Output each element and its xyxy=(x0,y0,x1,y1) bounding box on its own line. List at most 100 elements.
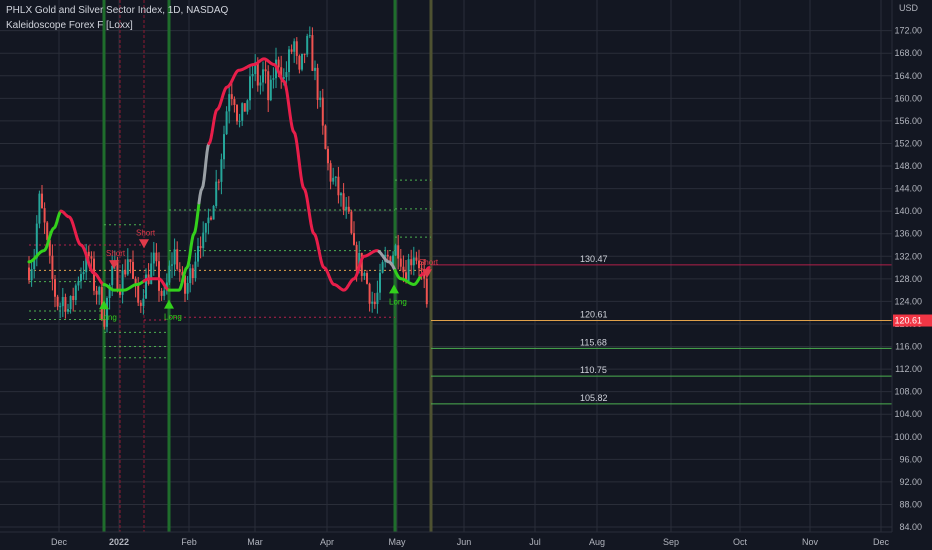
signal-segment xyxy=(265,58,381,292)
price-tick-label: 88.00 xyxy=(899,499,922,509)
candle xyxy=(308,35,311,37)
candle xyxy=(316,67,319,100)
price-tick-label: 96.00 xyxy=(899,454,922,464)
long-label: Long xyxy=(164,313,182,322)
price-tick-label: 112.00 xyxy=(895,364,922,374)
candle xyxy=(28,267,30,281)
candle xyxy=(285,72,288,78)
candle xyxy=(298,55,301,70)
candle xyxy=(228,94,231,112)
short-arrow-icon xyxy=(422,269,432,279)
last-price-badge xyxy=(893,314,932,327)
candle xyxy=(223,134,225,160)
long-label: Long xyxy=(99,313,117,322)
candle xyxy=(85,251,88,273)
signal-vline xyxy=(429,0,433,532)
candle xyxy=(132,261,134,279)
price-tick-label: 128.00 xyxy=(894,274,922,284)
candle xyxy=(46,222,49,240)
price-tick-label: 172.00 xyxy=(894,26,922,36)
candle xyxy=(155,252,158,262)
short-label: Short xyxy=(419,258,439,267)
time-tick-label: Mar xyxy=(247,537,263,547)
price-axis: 84.00 88.00 92.00 96.00 100.00 104.00 108.00 11… xyxy=(893,26,932,532)
candle xyxy=(340,193,342,196)
candle xyxy=(290,49,293,52)
candle xyxy=(186,283,189,294)
candle xyxy=(207,217,210,224)
short-arrow-icon xyxy=(109,260,119,270)
candle xyxy=(376,292,379,305)
candle xyxy=(220,159,223,182)
level-label: 120.61 xyxy=(580,310,608,320)
candle xyxy=(425,278,428,305)
candle xyxy=(371,301,374,304)
candle xyxy=(262,69,264,83)
price-tick-label: 168.00 xyxy=(894,48,922,58)
candle xyxy=(389,256,392,265)
candle xyxy=(225,111,228,135)
candle xyxy=(90,256,93,259)
signal-markers: Long Short Short Long Long Short xyxy=(99,228,439,322)
price-tick-label: 160.00 xyxy=(894,93,922,103)
candle xyxy=(194,261,197,279)
candle xyxy=(43,208,46,223)
signal-segment xyxy=(27,209,63,264)
candle xyxy=(215,181,218,206)
candle xyxy=(72,295,75,301)
level-label: 105.82 xyxy=(580,393,608,403)
candle xyxy=(160,290,163,296)
candle xyxy=(269,79,272,101)
signal-segment xyxy=(207,57,269,145)
candle xyxy=(282,77,285,79)
candle xyxy=(111,265,114,286)
candle xyxy=(280,67,283,79)
signal-segment xyxy=(377,250,397,272)
candle xyxy=(108,285,111,299)
candle xyxy=(379,272,381,293)
time-tick-label: Oct xyxy=(733,537,748,547)
dotted-levels xyxy=(29,179,431,359)
candle xyxy=(350,211,353,234)
currency-label: USD xyxy=(899,3,919,13)
signal-segment xyxy=(59,209,106,286)
candle xyxy=(168,265,171,283)
time-tick-label: Jul xyxy=(529,537,541,547)
time-axis: Dec 2022 Feb Mar Apr May Jun Jul Aug Sep Oct Nov Dec xyxy=(51,537,890,547)
candle xyxy=(241,103,244,121)
candle xyxy=(173,249,176,265)
candle xyxy=(199,246,202,249)
candle xyxy=(124,270,127,275)
candle xyxy=(59,306,62,308)
candle xyxy=(82,272,85,275)
candle xyxy=(386,254,389,257)
candle xyxy=(311,35,314,71)
candle xyxy=(230,94,233,100)
candle xyxy=(202,232,205,249)
candle xyxy=(368,283,371,304)
candle xyxy=(95,290,98,295)
candle xyxy=(77,281,80,286)
candle xyxy=(217,181,220,183)
candle xyxy=(402,266,405,273)
candle xyxy=(116,259,119,292)
price-tick-label: 144.00 xyxy=(894,184,922,194)
candle xyxy=(197,246,199,262)
long-label: Long xyxy=(389,297,407,306)
time-tick-label: Feb xyxy=(181,537,197,547)
candle xyxy=(327,148,329,164)
time-tick-label: Dec xyxy=(873,537,890,547)
chart-title: PHLX Gold and Silver Sector Index, 1D, N… xyxy=(6,5,229,16)
price-tick-label: 148.00 xyxy=(894,161,922,171)
signal-vline xyxy=(393,0,397,532)
time-tick-label: Sep xyxy=(663,537,679,547)
candle xyxy=(392,255,394,265)
candle xyxy=(163,290,166,296)
candle xyxy=(210,217,212,220)
candle xyxy=(363,273,366,276)
candle xyxy=(238,120,241,122)
price-tick-label: 152.00 xyxy=(894,138,922,148)
candle xyxy=(236,105,238,122)
